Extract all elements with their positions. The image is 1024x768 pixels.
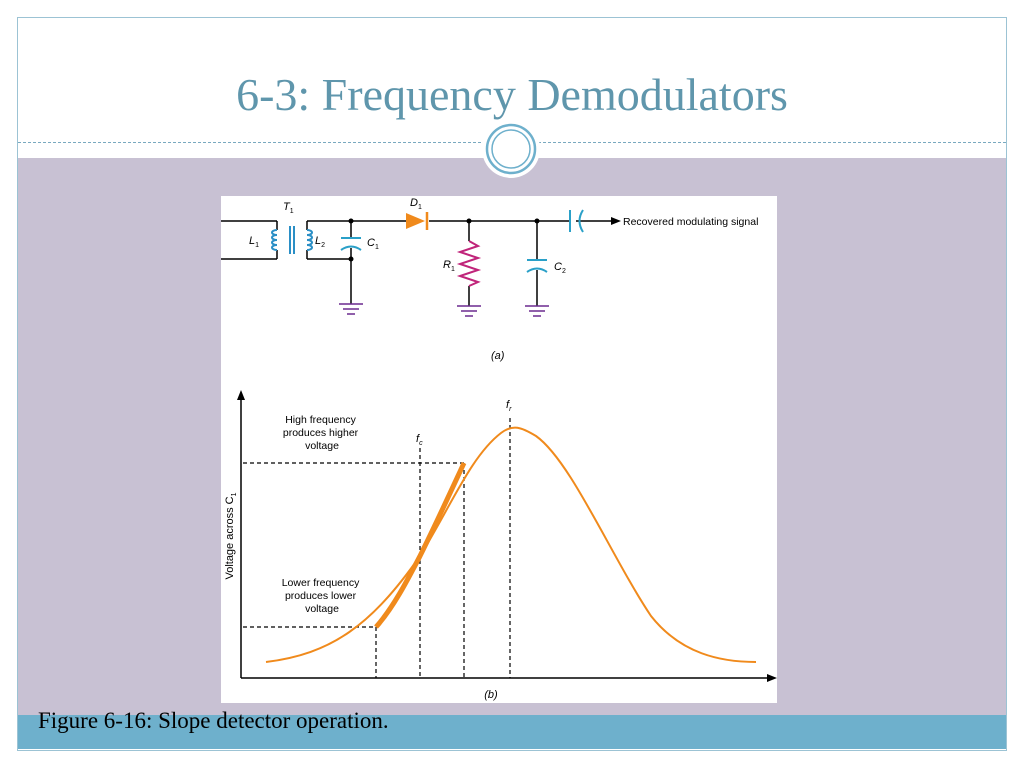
circle-ornament-icon [482,120,540,178]
label-l1: L1 [249,235,259,249]
footer-band [18,715,1006,749]
label-l2: L2 [315,235,325,249]
label-part-b: (b) [484,689,498,701]
label-t1: T1 [283,201,294,215]
resonance-graph: High frequency produces higher voltage L… [224,390,777,701]
resistor-r1-icon [456,240,482,287]
capacitor-c2-icon [526,259,548,273]
label-d1: D1 [410,197,422,211]
label-part-a: (a) [491,350,505,362]
slide-title: 6-3: Frequency Demodulators [236,69,788,120]
label-fr: fr [506,399,512,413]
slide: 6-3: Frequency Demodulators [17,17,1007,751]
label-c1: C1 [367,237,379,251]
slope-detector-circuit [221,220,611,306]
label-c2: C2 [554,261,566,275]
transformer-icon [271,226,313,254]
capacitor-c1-icon [340,237,362,251]
operating-slope [374,461,467,629]
resonance-curve [265,426,757,663]
ground-icons [339,303,549,317]
label-fc: fc [416,433,423,447]
diode-d1-icon [406,212,429,230]
annotation-high: High frequency produces higher voltage [283,414,361,452]
label-output: Recovered modulating signal [623,216,758,228]
slope-detector-figure: T1 L1 L2 C1 D1 R1 C2 (a) Recovered modul… [221,196,777,703]
output-arrow-icon [611,217,621,225]
annotation-low: Lower frequency produces lower voltage [282,577,363,615]
graph-ylabel: Voltage across C1 [224,492,238,579]
label-r1: R1 [443,259,455,273]
circuit-nodes [348,218,540,262]
coupling-capacitor-icon [569,209,584,233]
figure-caption: Figure 6-16: Slope detector operation. [38,708,389,733]
